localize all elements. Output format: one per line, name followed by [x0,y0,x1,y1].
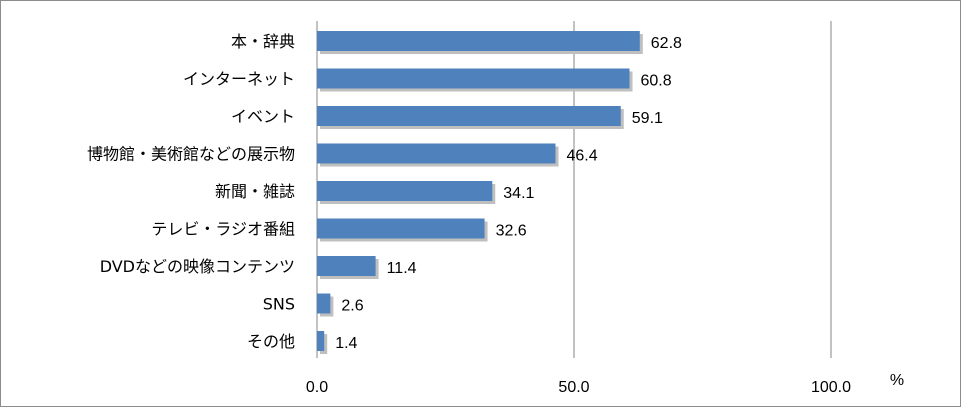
category-label: 本・辞典 [231,32,295,51]
data-labels: 62.8 60.8 59.1 46.4 34.1 32.6 11.4 2.6 1.4 [335,35,682,352]
bar [317,293,331,314]
x-tick-label: 50.0 [558,379,589,396]
data-label: 62.8 [651,35,682,52]
category-label: インターネット [183,70,295,89]
bar [317,331,325,351]
category-label: テレビ・ラジオ番組 [151,220,295,239]
category-label: SNS [263,295,295,314]
category-label: DVDなどの映像コンテンツ [100,257,295,276]
bar [317,218,485,239]
bar [317,106,621,126]
data-label: 59.1 [632,110,663,127]
data-label: 11.4 [387,260,417,277]
category-label: 新聞・雑誌 [215,182,295,201]
x-tick-label: 0.0 [306,379,328,396]
bar [317,256,376,276]
data-label: 60.8 [641,73,672,90]
data-label: 34.1 [503,185,534,202]
bar [317,143,556,164]
bar [317,181,493,201]
bars [317,31,643,354]
x-axis-tick-labels: 0.0 50.0 100.0 [306,379,851,396]
data-label: 32.6 [496,223,527,240]
bar [317,68,630,89]
category-labels: 本・辞典インターネットイベント博物館・美術館などの展示物新聞・雑誌テレビ・ラジオ… [87,32,295,351]
data-label: 2.6 [341,298,363,315]
category-label: 博物館・美術館などの展示物 [87,145,295,164]
category-label: その他 [247,332,295,351]
category-label: イベント [231,107,295,126]
x-axis-unit-label: % [890,372,904,389]
data-label: 1.4 [335,335,357,352]
data-label: 46.4 [566,148,597,165]
x-tick-label: 100.0 [811,379,851,396]
bar [317,31,640,51]
